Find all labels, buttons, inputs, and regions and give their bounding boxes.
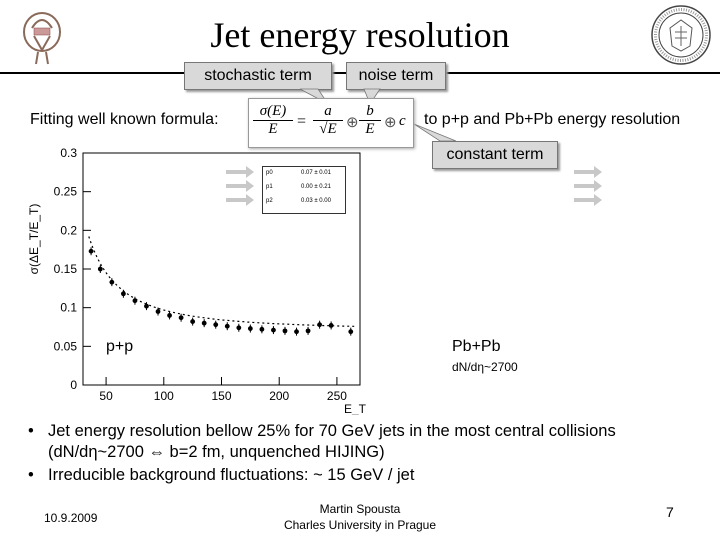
data-point	[294, 329, 299, 335]
formula-a-num: a	[313, 103, 343, 121]
data-point	[224, 323, 230, 329]
fit-param-value-0: 0.07 ± 0.01	[301, 170, 331, 176]
noise-term-callout: noise term	[346, 62, 446, 90]
fit-param-value-1: 0.00 ± 0.21	[301, 184, 331, 190]
arrow-right-2	[574, 180, 602, 192]
formula-c: c	[399, 113, 406, 129]
data-point	[144, 303, 149, 309]
data-point	[348, 329, 354, 335]
bullet-item-1: • Jet energy resolution bellow 25% for 7…	[28, 421, 708, 463]
applied-to-label: to p+p and Pb+Pb energy resolution	[424, 111, 681, 128]
pp-label: p+p	[106, 338, 134, 355]
y-tick-label: 0	[70, 378, 77, 392]
formula-eq: =	[297, 113, 307, 130]
x-tick-label: 150	[211, 389, 231, 403]
x-tick-label: 250	[327, 389, 347, 403]
data-point	[259, 326, 265, 332]
data-point	[178, 315, 184, 321]
bullet-item-2: • Irreducible background fluctuations: ~…	[28, 465, 708, 486]
formula-a-den: √E	[319, 121, 337, 137]
bullet-dot: •	[28, 466, 34, 484]
data-point	[271, 327, 276, 333]
arrow-right-1	[574, 166, 602, 178]
data-point	[305, 328, 311, 334]
data-point	[201, 320, 207, 326]
resolution-formula: σ(E) E = a √E ⊕ b E ⊕ c	[248, 98, 414, 148]
data-point	[213, 322, 219, 328]
fit-param-name-1: p1	[266, 184, 273, 190]
data-point	[247, 326, 253, 331]
data-point	[167, 313, 172, 318]
bullet-text-1: Jet energy resolution bellow 25% for 70 …	[48, 422, 616, 461]
y-axis-label: σ(ΔE_T/E_T)	[28, 204, 41, 275]
footer-center: Martin Spousta Charles University in Pra…	[260, 502, 460, 532]
formula-b-num: b	[359, 103, 381, 121]
data-point	[328, 323, 334, 328]
y-tick-label: 0.05	[54, 339, 78, 353]
data-point	[88, 248, 94, 254]
atlas-logo	[23, 12, 61, 65]
pbpb-label: Pb+Pb	[452, 338, 501, 355]
footer-institution: Charles University in Prague	[283, 518, 437, 532]
data-point	[132, 298, 138, 304]
x-tick-label: 50	[99, 389, 113, 403]
data-point	[282, 328, 288, 334]
y-tick-label: 0.2	[60, 223, 77, 237]
arrow-left-1	[226, 166, 254, 178]
data-point	[317, 322, 323, 328]
arrow-left-2	[226, 180, 254, 192]
stochastic-term-callout: stochastic term	[184, 62, 332, 90]
fit-curve	[88, 236, 357, 327]
arrow-left-3	[226, 194, 254, 206]
y-tick-label: 0.15	[54, 262, 78, 276]
bullet-text-2: Irreducible background fluctuations: ~ 1…	[48, 466, 415, 484]
constant-term-callout: constant term	[432, 141, 558, 169]
fit-param-name-2: p2	[266, 198, 273, 204]
page-number: 7	[666, 504, 674, 520]
bullet-dot: •	[28, 422, 34, 440]
fit-parameters-box: p0 0.07 ± 0.01 p1 0.00 ± 0.21 p2 0.03 ± …	[262, 166, 346, 214]
formula-oplus-1: ⊕	[346, 115, 359, 131]
arrow-right-3	[574, 194, 602, 206]
bullet-list: • Jet energy resolution bellow 25% for 7…	[28, 421, 708, 486]
university-seal	[651, 5, 711, 65]
y-tick-label: 0.25	[54, 185, 78, 199]
formula-lhs-den: E	[268, 121, 278, 137]
formula-lhs-num: σ(E)	[253, 103, 293, 121]
x-axis-label: E_T	[344, 402, 367, 415]
data-point	[236, 325, 242, 331]
data-point	[190, 319, 196, 324]
y-tick-label: 0.1	[60, 301, 77, 315]
formula-b-den: E	[365, 121, 375, 137]
y-tick-label: 0.3	[60, 146, 77, 160]
slide-title: Jet energy resolution	[210, 15, 510, 55]
data-point	[97, 266, 103, 272]
fit-param-value-2: 0.03 ± 0.00	[301, 198, 331, 204]
formula-oplus-2: ⊕	[384, 115, 397, 131]
data-point	[109, 279, 115, 285]
fitting-label: Fitting well known formula:	[30, 111, 219, 128]
x-tick-label: 200	[269, 389, 289, 403]
x-tick-label: 100	[154, 389, 174, 403]
data-point	[120, 291, 126, 297]
fit-param-name-0: p0	[266, 170, 273, 176]
pbpb-multiplicity: dN/dη~2700	[452, 360, 518, 374]
footer-author: Martin Spousta	[319, 502, 401, 516]
data-point	[155, 309, 161, 314]
footer-date: 10.9.2009	[44, 511, 98, 525]
